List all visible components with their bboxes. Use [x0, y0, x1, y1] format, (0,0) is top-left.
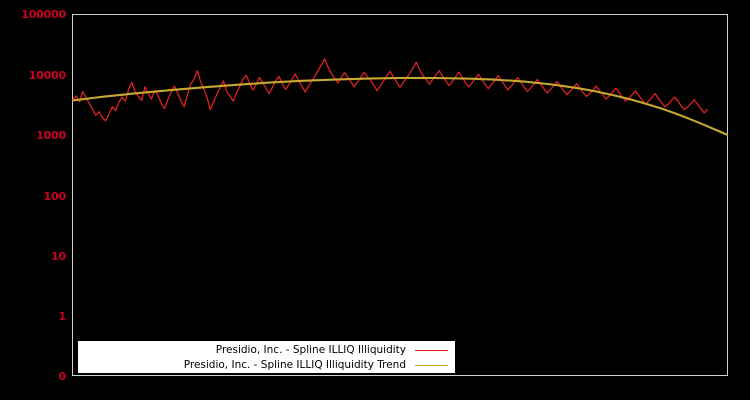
ytick-label-100000: 100000: [21, 8, 66, 21]
ytick-label-0: 0: [58, 370, 67, 383]
legend-label-illiquidity: Presidio, Inc. - Spline ILLIQ Illiquidit…: [215, 344, 406, 356]
ytick-label-100: 100: [43, 190, 67, 203]
legend-item-illiquidity-trend: Presidio, Inc. - Spline ILLIQ Illiquidit…: [79, 358, 454, 373]
ytick-label-1: 1: [58, 310, 67, 323]
plot-area: [72, 14, 728, 376]
legend-label-illiquidity-trend: Presidio, Inc. - Spline ILLIQ Illiquidit…: [183, 359, 406, 371]
chart-legend: Presidio, Inc. - Spline ILLIQ Illiquidit…: [78, 341, 455, 373]
ytick-label-1000: 1000: [36, 129, 66, 142]
legend-swatch-illiquidity-trend: [415, 365, 448, 366]
ytick-label-10: 10: [51, 250, 66, 263]
legend-swatch-illiquidity: [415, 350, 448, 351]
ytick-label-10000: 10000: [28, 69, 66, 82]
legend-item-illiquidity: Presidio, Inc. - Spline ILLIQ Illiquidit…: [79, 343, 454, 358]
